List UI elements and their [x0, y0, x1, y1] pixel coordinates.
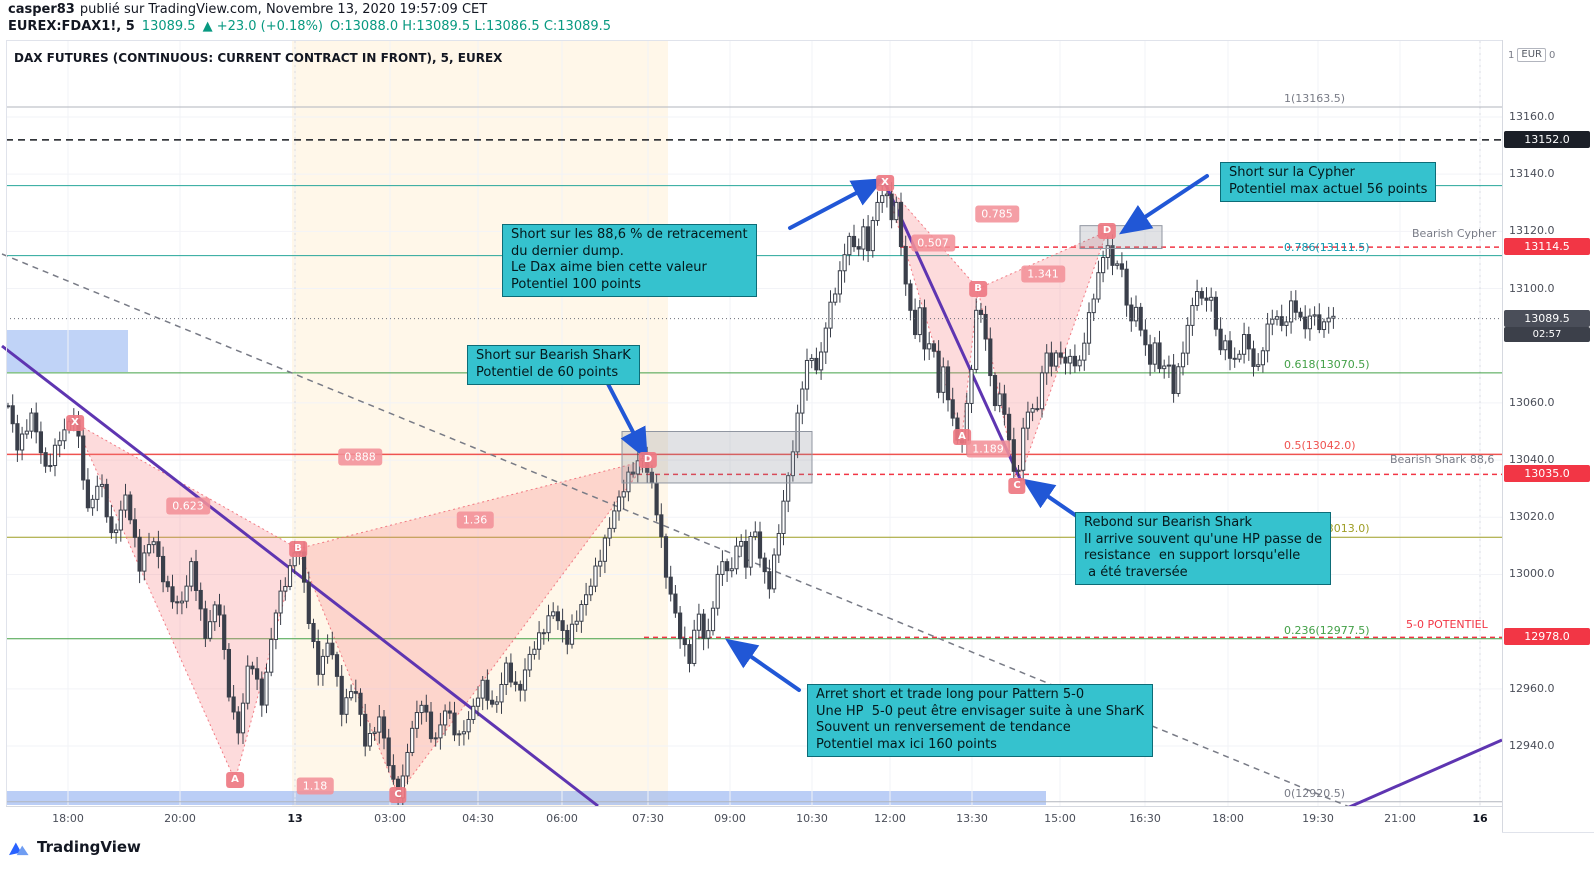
- candles-layer: [7, 182, 1336, 805]
- ohlc-values: O:13088.0 H:13089.5 L:13086.5 C:13089.5: [330, 19, 612, 34]
- symbol-info-bar: EUREX:FDAX1!, 5 13089.5 ▲ +23.0 (+0.18%)…: [8, 19, 611, 34]
- last-price: 13089.5: [141, 19, 196, 34]
- price-axis[interactable]: 1 EUR 0: [1502, 40, 1594, 832]
- unit-suffix: 0: [1548, 49, 1556, 61]
- publication-header: casper83 publié sur TradingView.com, Nove…: [8, 2, 487, 17]
- chart-title: DAX FUTURES (CONTINUOUS: CURRENT CONTRAC…: [14, 51, 503, 65]
- highlight-zones: [6, 41, 1046, 806]
- annotation-arrows[interactable]: [606, 174, 1209, 692]
- author-name[interactable]: casper83: [8, 2, 75, 17]
- price-axis-unit: 1 EUR 0: [1508, 48, 1555, 62]
- rect-drawings[interactable]: [621, 225, 1163, 484]
- time-axis[interactable]: [6, 806, 1502, 833]
- price-change: ▲ +23.0 (+0.18%): [202, 19, 323, 34]
- unit-prefix: 1: [1508, 49, 1515, 61]
- tradingview-logo[interactable]: [8, 837, 30, 857]
- symbol-name[interactable]: EUREX:FDAX1!, 5: [8, 19, 135, 34]
- fib-and-price-levels: [6, 106, 1502, 803]
- tradingview-brand[interactable]: TradingView: [37, 838, 141, 856]
- publication-info: publié sur TradingView.com, Novembre 13,…: [79, 2, 488, 17]
- footer: TradingView: [8, 837, 141, 857]
- currency-unit[interactable]: EUR: [1517, 48, 1546, 62]
- trendlines[interactable]: [1, 182, 1503, 814]
